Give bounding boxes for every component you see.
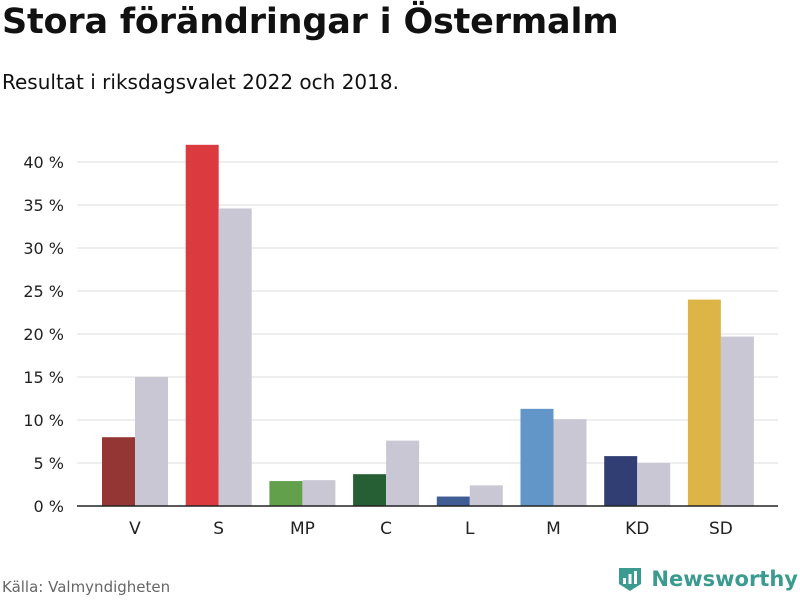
bar-chart-shield-icon [619,568,642,591]
bar-c-series-1 [353,474,387,506]
bars [102,144,754,507]
bar-v-series-1 [102,437,135,506]
bar-kd-series-2 [637,463,671,506]
y-tick-label: 5 % [34,454,64,473]
bar-v-series-2 [135,377,168,506]
x-tick-label: V [129,519,141,539]
y-tick-label: 35 % [23,196,64,215]
chart-title: Stora förändringar i Östermalm [2,2,619,42]
y-tick-label: 20 % [23,325,64,344]
bar-l-series-1 [436,496,470,506]
brand-name: Newsworthy [651,567,798,591]
y-tick-label: 30 % [23,239,64,258]
bar-s-series-1 [185,144,219,507]
bar-mp-series-1 [269,481,303,506]
x-tick-label: C [380,519,392,539]
x-tick-label: S [213,519,224,539]
bar-sd-series-1 [687,299,721,506]
bar-c-series-2 [386,440,420,506]
y-axis-ticks: 0 % 5 % 10 % 15 % 20 % 25 % 30 % 35 % 40 % [23,153,64,516]
y-tick-label: 0 % [34,497,64,516]
gridlines [77,161,778,464]
x-tick-label: L [465,519,475,539]
chart-subtitle: Resultat i riksdagsvalet 2022 och 2018. [2,70,399,94]
bar-m-series-1 [520,408,554,506]
x-tick-label: MP [290,519,315,539]
bar-m-series-2 [553,419,587,506]
bar-s-series-2 [218,208,252,506]
y-tick-label: 10 % [23,411,64,430]
source-note: Källa: Valmyndigheten [2,578,171,596]
bar-mp-series-2 [302,480,336,506]
y-tick-label: 25 % [23,282,64,301]
bar-kd-series-1 [604,456,638,506]
bar-sd-series-2 [720,336,754,506]
newsworthy-logo: Newsworthy [617,566,798,592]
y-tick-label: 40 % [23,153,64,172]
x-axis-ticks: V S MP C L M KD SD [129,519,733,539]
y-tick-label: 15 % [23,368,64,387]
bar-l-series-2 [469,485,503,506]
x-tick-label: KD [625,519,649,539]
x-tick-label: M [546,519,561,539]
x-tick-label: SD [709,519,733,539]
